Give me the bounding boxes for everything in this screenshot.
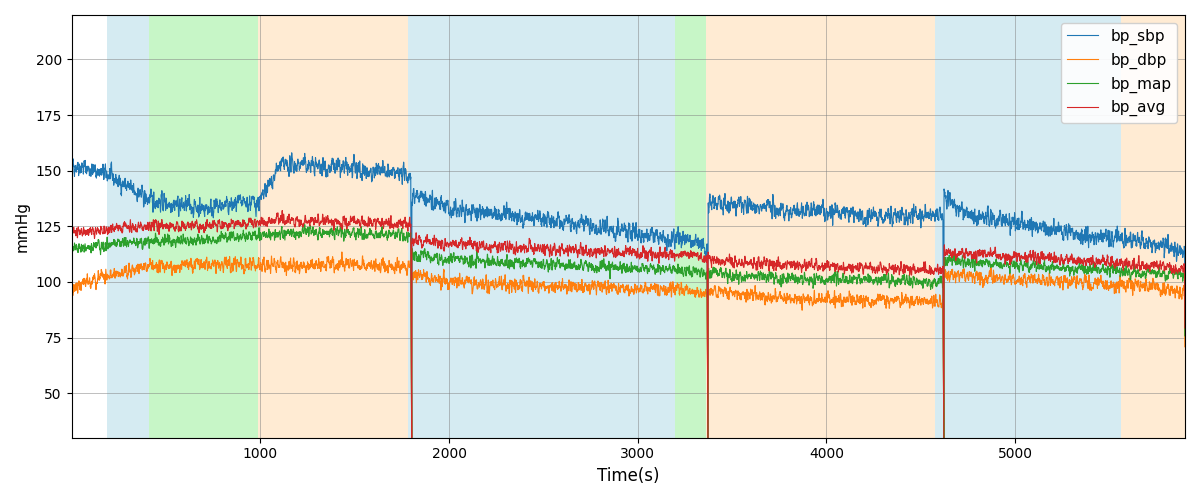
Line: bp_avg: bp_avg bbox=[72, 210, 1184, 438]
bp_sbp bbox=[65, 330, 79, 336]
Bar bbox=[258, 15, 408, 438]
bp_dbp bbox=[335, 249, 349, 255]
bp_dbp bbox=[377, 262, 391, 268]
Legend: bp_sbp, bp_dbp, bp_map, bp_avg: bp_sbp, bp_dbp, bp_map, bp_avg bbox=[1061, 22, 1177, 122]
bp_sbp bbox=[284, 150, 299, 156]
bp_avg bbox=[377, 220, 391, 226]
Line: bp_dbp: bp_dbp bbox=[72, 252, 1184, 438]
bp_avg bbox=[1177, 325, 1192, 331]
bp_dbp bbox=[511, 282, 526, 288]
bp_map bbox=[1177, 333, 1192, 339]
bp_dbp bbox=[707, 288, 721, 294]
bp_avg bbox=[65, 366, 79, 372]
bp_avg bbox=[404, 434, 419, 440]
bp_map bbox=[548, 263, 563, 269]
X-axis label: Time(s): Time(s) bbox=[598, 467, 660, 485]
bp_avg bbox=[511, 244, 526, 250]
bp_sbp bbox=[404, 434, 419, 440]
bp_map bbox=[476, 257, 491, 263]
bp_avg bbox=[548, 251, 563, 257]
bp_map bbox=[298, 222, 312, 228]
Bar bbox=[149, 15, 258, 438]
bp_sbp bbox=[511, 218, 526, 224]
bp_sbp bbox=[377, 166, 391, 172]
Line: bp_map: bp_map bbox=[72, 224, 1184, 438]
bp_dbp bbox=[404, 434, 419, 440]
bp_dbp bbox=[548, 280, 563, 285]
bp_dbp bbox=[1177, 344, 1192, 350]
bp_map bbox=[377, 232, 391, 237]
bp_dbp bbox=[752, 291, 767, 297]
bp_map bbox=[404, 434, 419, 440]
bp_sbp bbox=[548, 222, 563, 228]
bp_avg bbox=[707, 260, 721, 266]
bp_sbp bbox=[707, 198, 721, 204]
bp_map bbox=[707, 269, 721, 275]
bp_dbp bbox=[476, 280, 491, 285]
bp_map bbox=[511, 256, 526, 262]
Bar bbox=[706, 15, 935, 438]
Bar bbox=[408, 15, 674, 438]
bp_sbp bbox=[1177, 304, 1192, 310]
Bar bbox=[674, 15, 706, 438]
bp_avg bbox=[752, 260, 767, 266]
Bar bbox=[1121, 15, 1186, 438]
bp_avg bbox=[476, 238, 491, 244]
Line: bp_sbp: bp_sbp bbox=[72, 153, 1184, 438]
Bar bbox=[107, 15, 149, 438]
bp_sbp bbox=[752, 211, 767, 217]
Bar bbox=[935, 15, 1121, 438]
Y-axis label: mmHg: mmHg bbox=[16, 201, 30, 252]
bp_dbp bbox=[65, 398, 79, 404]
bp_sbp bbox=[476, 208, 491, 214]
bp_avg bbox=[275, 208, 289, 214]
bp_map bbox=[65, 374, 79, 380]
bp_map bbox=[752, 272, 767, 278]
